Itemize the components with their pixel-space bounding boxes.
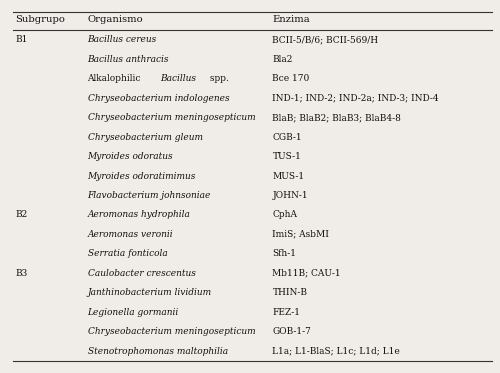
Text: Aeromonas hydrophila: Aeromonas hydrophila	[88, 210, 190, 219]
Text: CphA: CphA	[272, 210, 297, 219]
Text: TUS-1: TUS-1	[272, 152, 302, 161]
Text: Enzima: Enzima	[272, 15, 310, 23]
Text: Legionella gormanii: Legionella gormanii	[88, 308, 179, 317]
Text: Chryseobacterium indologenes: Chryseobacterium indologenes	[88, 94, 229, 103]
Text: Bacillus: Bacillus	[160, 74, 196, 83]
Text: Myroides odoratimimus: Myroides odoratimimus	[88, 172, 196, 181]
Text: Stenotrophomonas maltophilia: Stenotrophomonas maltophilia	[88, 347, 228, 356]
Text: Organismo: Organismo	[88, 15, 143, 23]
Text: Subgrupo: Subgrupo	[15, 15, 65, 23]
Text: Flavobacterium johnsoniae: Flavobacterium johnsoniae	[88, 191, 211, 200]
Text: B1: B1	[15, 35, 28, 44]
Text: L1a; L1-BlaS; L1c; L1d; L1e: L1a; L1-BlaS; L1c; L1d; L1e	[272, 347, 400, 356]
Text: spp.: spp.	[206, 74, 229, 83]
Text: Chryseobacterium gleum: Chryseobacterium gleum	[88, 132, 202, 142]
Text: Bce 170: Bce 170	[272, 74, 310, 83]
Text: Mb11B; CAU-1: Mb11B; CAU-1	[272, 269, 341, 278]
Text: GOB-1-7: GOB-1-7	[272, 327, 312, 336]
Text: Bacillus anthracis: Bacillus anthracis	[88, 55, 169, 64]
Text: ImiS; AsbMI: ImiS; AsbMI	[272, 230, 330, 239]
Text: Alkalophilic: Alkalophilic	[88, 74, 144, 83]
Text: Bacillus cereus: Bacillus cereus	[88, 35, 157, 44]
Text: Aeromonas veronii: Aeromonas veronii	[88, 230, 173, 239]
Text: CGB-1: CGB-1	[272, 132, 302, 142]
Text: Bla2: Bla2	[272, 55, 293, 64]
Text: BCII-5/B/6; BCII-569/H: BCII-5/B/6; BCII-569/H	[272, 35, 378, 44]
Text: JOHN-1: JOHN-1	[272, 191, 308, 200]
Text: MUS-1: MUS-1	[272, 172, 304, 181]
Text: THIN-B: THIN-B	[272, 288, 308, 297]
Text: FEZ-1: FEZ-1	[272, 308, 300, 317]
Text: BlaB; BlaB2; BlaB3; BlaB4-8: BlaB; BlaB2; BlaB3; BlaB4-8	[272, 113, 402, 122]
Text: B2: B2	[15, 210, 27, 219]
Text: IND-1; IND-2; IND-2a; IND-3; IND-4: IND-1; IND-2; IND-2a; IND-3; IND-4	[272, 94, 439, 103]
Text: Janthinobacterium lividium: Janthinobacterium lividium	[88, 288, 212, 297]
Text: Myroides odoratus: Myroides odoratus	[88, 152, 173, 161]
Text: Chryseobacterium meningosepticum: Chryseobacterium meningosepticum	[88, 113, 255, 122]
Text: Serratia fonticola: Serratia fonticola	[88, 250, 167, 258]
Text: Chryseobacterium meningosepticum: Chryseobacterium meningosepticum	[88, 327, 255, 336]
Text: Sfh-1: Sfh-1	[272, 250, 296, 258]
Text: B3: B3	[15, 269, 27, 278]
Text: Caulobacter crescentus: Caulobacter crescentus	[88, 269, 196, 278]
